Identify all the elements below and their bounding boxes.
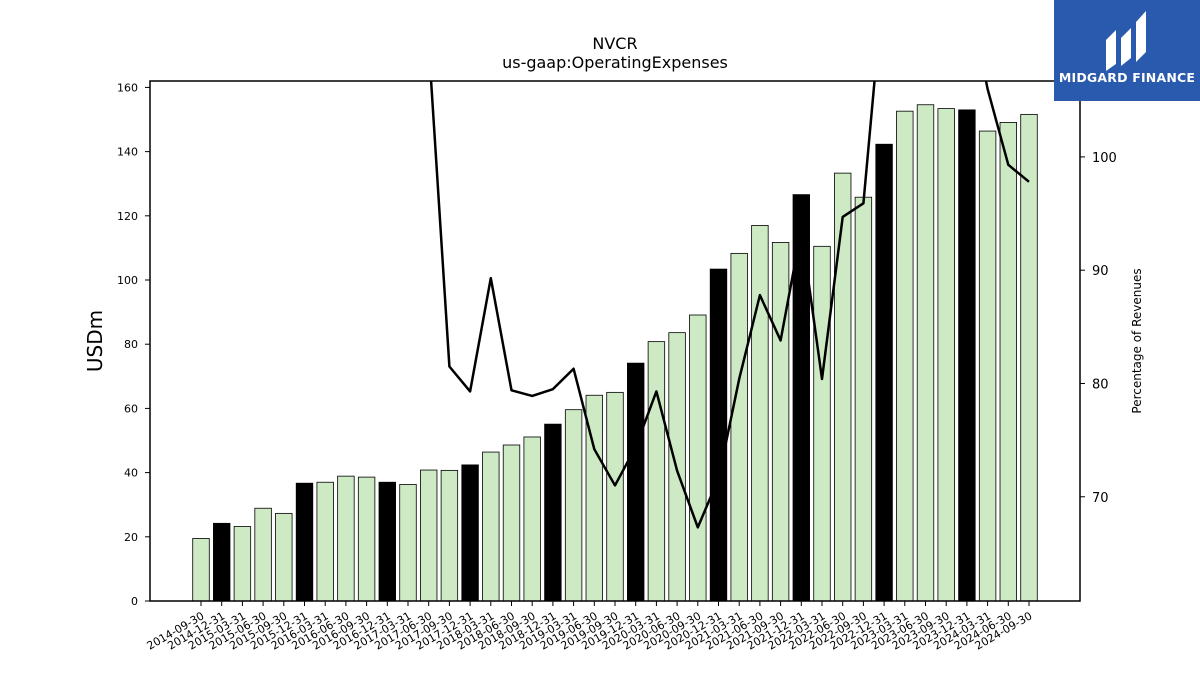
y-tick-label: 120: [117, 210, 138, 223]
y-tick-label: 40: [124, 467, 138, 480]
y-tick-label: 80: [124, 338, 138, 351]
bar-2020-03-31: [647, 341, 666, 602]
bar-2016-06-30: [337, 475, 355, 602]
bar-2021-06-30: [751, 225, 769, 602]
y-tick-label: 20: [124, 531, 138, 544]
bar-2015-06-30: [254, 507, 272, 602]
bar-2019-09-30: [606, 391, 624, 602]
chart-subtitle: us-gaap:OperatingExpenses: [502, 53, 728, 72]
chart-title: NVCR: [592, 34, 637, 53]
brand-logo-icon: [1106, 11, 1146, 71]
bar-2020-09-30: [689, 314, 707, 602]
line-group: [429, 81, 1030, 529]
line-series-percentage: [429, 81, 1030, 529]
bar-2015-12-31: [295, 482, 314, 602]
bar-2017-09-30: [440, 469, 459, 602]
bar-2023-09-30: [937, 108, 955, 602]
bar-2014-09-30: [192, 538, 210, 602]
bar-2023-12-31: [958, 109, 976, 602]
bar-2024-09-30: [1020, 113, 1038, 602]
bar-2016-12-31: [378, 481, 396, 602]
bar-2022-03-31: [813, 245, 831, 602]
bar-2015-03-31: [233, 526, 252, 602]
bar-2019-12-31: [627, 362, 645, 602]
bar-2017-06-30: [420, 469, 438, 602]
bar-2024-03-31: [978, 130, 997, 602]
bar-2016-03-31: [316, 481, 334, 602]
y-tick-label: 140: [117, 146, 138, 159]
bar-2024-06-30: [999, 122, 1017, 602]
y-axis-label: USDm: [83, 310, 107, 372]
brand-logo: MIDGARD FINANCE: [1054, 0, 1200, 101]
bar-2014-12-31: [213, 522, 231, 602]
y2-tick-label: 70: [1092, 491, 1109, 506]
bar-2018-12-31: [544, 423, 562, 602]
bar-2022-09-30: [854, 196, 873, 602]
bar-2022-06-30: [834, 172, 852, 602]
bar-2023-03-31: [896, 110, 914, 602]
y2-tick-label: 90: [1092, 264, 1109, 279]
bar-2021-09-30: [771, 242, 790, 602]
bar-2020-12-31: [709, 268, 728, 602]
bar-2021-03-31: [730, 252, 748, 602]
bar-2023-06-30: [916, 104, 935, 602]
bar-2017-12-31: [461, 464, 479, 602]
axes-group: 0204060801001201401607080901002014-09-30…: [117, 80, 1117, 653]
y2-tick-label: 80: [1092, 377, 1109, 392]
bar-2016-09-30: [357, 476, 376, 602]
bar-2019-03-31: [564, 409, 583, 602]
brand-name: MIDGARD FINANCE: [1058, 70, 1196, 85]
bar-2018-03-31: [482, 451, 500, 602]
bar-2018-06-30: [502, 444, 521, 602]
y2-tick-label: 100: [1092, 151, 1117, 166]
y2-axis-label: Percentage of Revenues: [1130, 268, 1144, 413]
y-tick-label: 60: [124, 402, 138, 415]
bars-group: [192, 104, 1038, 602]
y-tick-label: 0: [131, 595, 138, 608]
y-tick-label: 100: [117, 274, 138, 287]
bar-2017-03-31: [399, 484, 417, 602]
bar-2018-09-30: [523, 436, 541, 602]
bar-2015-09-30: [275, 512, 293, 602]
y-tick-label: 160: [117, 81, 138, 94]
bar-2022-12-31: [875, 143, 893, 602]
